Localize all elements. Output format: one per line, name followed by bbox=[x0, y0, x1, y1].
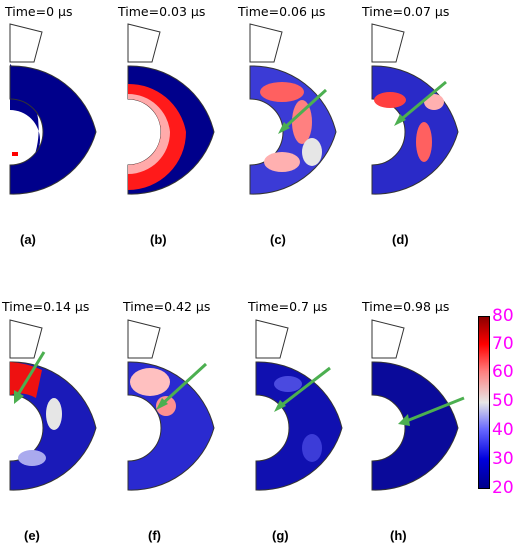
time-label-f: Time=0.42 μs bbox=[123, 299, 211, 314]
panel-label-e: (e) bbox=[24, 528, 40, 543]
panel-label-c: (c) bbox=[270, 232, 286, 247]
panel-label-a: (a) bbox=[20, 232, 36, 247]
half-ring-plot-d bbox=[371, 23, 459, 195]
time-label-g: Time=0.7 μs bbox=[248, 299, 328, 314]
arrow-g bbox=[277, 366, 331, 410]
panel-label-d: (d) bbox=[392, 232, 409, 247]
arrow-d bbox=[397, 80, 447, 124]
colorbar-tick-30: 30 bbox=[492, 449, 514, 469]
time-label-e: Time=0.14 μs bbox=[2, 299, 90, 314]
nozzle-outline bbox=[9, 23, 43, 63]
time-label-a: Time=0 μs bbox=[5, 4, 73, 19]
arrow-e bbox=[14, 351, 46, 399]
half-ring-plot-b bbox=[127, 23, 215, 195]
half-ring-plot-a bbox=[9, 23, 97, 195]
half-ring-plot-e bbox=[9, 319, 97, 491]
half-ring-plot-h bbox=[371, 319, 465, 491]
half-ring-plot-f bbox=[127, 319, 215, 491]
colorbar-tick-50: 50 bbox=[492, 391, 514, 411]
time-label-b: Time=0.03 μs bbox=[118, 4, 206, 19]
half-ring-plot-g bbox=[255, 319, 343, 491]
panel-label-b: (b) bbox=[150, 232, 167, 247]
panel-label-h: (h) bbox=[390, 528, 407, 543]
arrow-c bbox=[280, 88, 328, 132]
time-label-c: Time=0.06 μs bbox=[238, 4, 326, 19]
arrow-f bbox=[158, 362, 208, 408]
colorbar-tick-20: 20 bbox=[492, 478, 514, 498]
colorbar-gradient bbox=[478, 316, 490, 489]
panel-label-f: (f) bbox=[148, 528, 161, 543]
time-label-d: Time=0.07 μs bbox=[362, 4, 450, 19]
time-label-h: Time=0.98 μs bbox=[362, 299, 450, 314]
panel-label-g: (g) bbox=[272, 528, 289, 543]
colorbar-tick-40: 40 bbox=[492, 420, 514, 440]
arrow-h bbox=[403, 396, 465, 424]
colorbar-tick-80: 80 bbox=[492, 306, 514, 326]
half-ring-plot-c bbox=[249, 23, 337, 195]
colorbar-tick-70: 70 bbox=[492, 334, 514, 354]
colorbar-tick-60: 60 bbox=[492, 362, 514, 382]
